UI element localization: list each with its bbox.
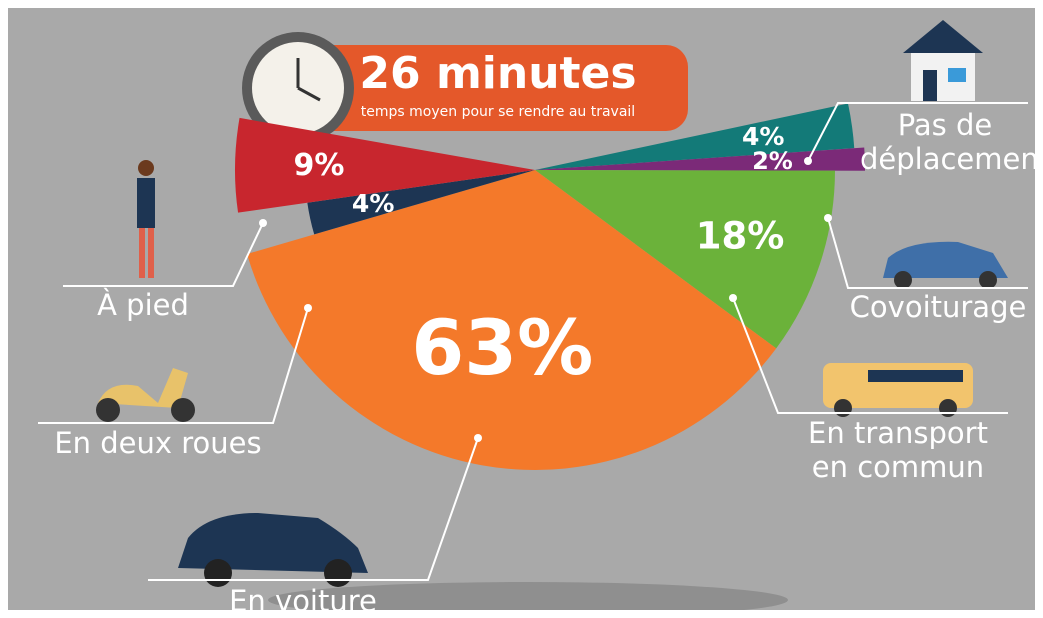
category-label: Covoiturage [848,290,1028,324]
leader-line [63,223,263,286]
category-label: En deux roues [38,426,278,460]
value-label: 18% [696,214,785,257]
carpool-icon [883,242,1008,289]
value-label: 63% [411,303,593,392]
value-label: 4% [352,189,394,218]
bus-icon [823,363,973,417]
house-icon [903,20,983,101]
scooter-icon [96,368,195,422]
category-label: Pas de déplacement [860,108,1030,176]
chart-title: 26 minutes [359,48,636,99]
leader-dot [804,157,812,165]
category-label: En transport en commun [788,416,1008,484]
value-label: 9% [294,148,345,183]
leader-dot [304,304,312,312]
car-icon [178,513,368,587]
leader-dot [824,214,832,222]
value-label: 2% [752,147,793,175]
category-label: En voiture [168,584,438,610]
leader-dot [474,434,482,442]
chart-subtitle: temps moyen pour se rendre au travail [361,104,635,120]
leader-dot [729,294,737,302]
infographic: 26 minutes temps moyen pour se rendre au… [8,8,1035,610]
walker-icon [137,160,155,278]
category-label: À pied [68,288,218,322]
leader-dot [259,219,267,227]
